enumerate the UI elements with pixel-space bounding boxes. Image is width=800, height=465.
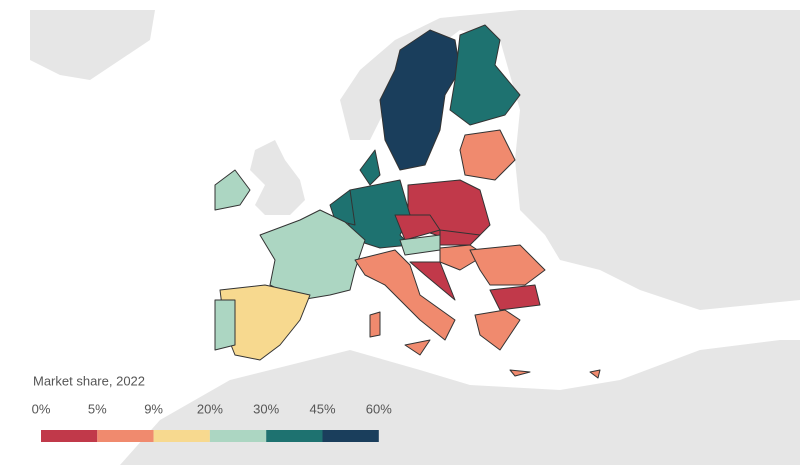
country	[214, 169, 251, 211]
country	[474, 309, 521, 351]
legend-tick-label: 20%	[197, 401, 223, 416]
country	[214, 299, 236, 351]
legend-tick-label: 5%	[88, 401, 107, 416]
legend: 0% 5% 9% 20% 30% 45% 60%	[32, 401, 392, 442]
country	[329, 189, 356, 226]
country	[589, 369, 601, 379]
countries	[214, 24, 601, 379]
legend-swatch	[97, 430, 154, 442]
country	[354, 249, 456, 341]
country	[379, 29, 461, 171]
country	[359, 149, 381, 186]
legend-tick-label: 0%	[32, 401, 51, 416]
country	[489, 284, 541, 311]
legend-tick-label: 45%	[309, 401, 335, 416]
legend-tick-label: 30%	[253, 401, 279, 416]
country	[509, 369, 531, 377]
legend-swatch	[209, 430, 267, 442]
country	[449, 24, 521, 126]
land	[30, 10, 155, 80]
land	[250, 140, 305, 215]
legend-swatch	[153, 430, 210, 442]
legend-swatch	[41, 430, 98, 442]
country	[409, 261, 456, 301]
legend-swatch	[266, 430, 323, 442]
legend-title: Market share, 2022	[33, 373, 145, 388]
country	[369, 311, 381, 338]
country	[259, 209, 366, 301]
land	[340, 10, 800, 310]
legend-tick-label: 60%	[366, 401, 392, 416]
country	[404, 339, 431, 356]
legend-tick-label: 9%	[144, 401, 163, 416]
country	[459, 129, 516, 181]
country	[469, 244, 546, 286]
legend-swatch	[322, 430, 379, 442]
